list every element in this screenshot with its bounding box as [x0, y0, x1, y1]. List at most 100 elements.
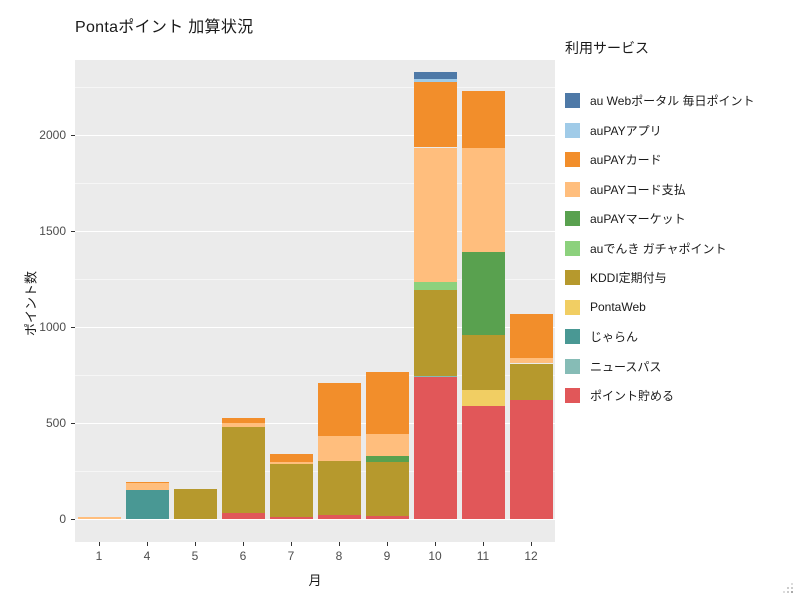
resize-grip[interactable]: [791, 591, 793, 593]
x-tick-mark: [435, 542, 436, 546]
legend-item: auPAYコード支払: [565, 175, 795, 205]
gridline-major: [75, 231, 555, 232]
y-tick-label: 1000: [39, 320, 66, 334]
bar-segment[interactable]: [173, 489, 217, 519]
gridline-minor: [75, 279, 555, 280]
y-tick-label: 1500: [39, 224, 66, 238]
legend-label: KDDI定期付与: [590, 271, 667, 286]
bar-segment[interactable]: [509, 357, 553, 364]
x-tick-mark: [291, 542, 292, 546]
bar-segment[interactable]: [221, 513, 265, 519]
y-axis-label: ポイント数: [23, 271, 39, 337]
y-tick-mark: [71, 327, 75, 328]
bar-segment[interactable]: [269, 464, 313, 518]
y-tick-mark: [71, 423, 75, 424]
bar-segment[interactable]: [365, 516, 409, 519]
legend-item: auでんき ガチャポイント: [565, 234, 795, 264]
bar-segment[interactable]: [413, 375, 457, 377]
bar-segment[interactable]: [365, 462, 409, 517]
x-tick-label: 5: [191, 549, 199, 563]
y-tick-label: 2000: [39, 128, 66, 142]
gridline-major: [75, 423, 555, 424]
bar-segment[interactable]: [317, 436, 361, 462]
bar-segment[interactable]: [461, 252, 505, 335]
bar-segment[interactable]: [461, 390, 505, 406]
legend-item: ポイント貯める: [565, 381, 795, 411]
bar-segment[interactable]: [509, 363, 553, 400]
legend-item: ニュースパス: [565, 352, 795, 382]
bar-segment[interactable]: [413, 289, 457, 376]
legend-item: じゃらん: [565, 322, 795, 352]
legend-items: au Webポータル 毎日ポイント auPAYアプリ auPAYカード auPAYコー…: [565, 86, 795, 411]
y-tick-label: 0: [59, 512, 66, 526]
bar-segment[interactable]: [413, 79, 457, 83]
x-tick-mark: [243, 542, 244, 546]
bar-segment[interactable]: [509, 313, 553, 358]
bar-segment[interactable]: [317, 515, 361, 519]
bar-segment[interactable]: [125, 481, 169, 484]
legend-item: auPAYマーケット: [565, 204, 795, 234]
bar-segment[interactable]: [77, 517, 121, 519]
bar-segment[interactable]: [461, 148, 505, 253]
x-tick-mark: [387, 542, 388, 546]
legend-label: au Webポータル 毎日ポイント: [590, 94, 755, 109]
bar-segment[interactable]: [269, 453, 313, 463]
x-tick-label: 12: [524, 549, 538, 563]
bar-segment[interactable]: [317, 382, 361, 437]
x-tick-mark: [99, 542, 100, 546]
bar-segment[interactable]: [269, 462, 313, 465]
x-tick-label: 8: [335, 549, 343, 563]
gridline-major: [75, 519, 555, 520]
x-tick-mark: [531, 542, 532, 546]
legend-item: KDDI定期付与: [565, 263, 795, 293]
bar-segment[interactable]: [317, 461, 361, 516]
bar-segment[interactable]: [221, 423, 265, 427]
plot-panel: [75, 60, 555, 542]
x-tick-label: 11: [476, 549, 490, 563]
legend: 利用サービス au Webポータル 毎日ポイント auPAYアプリ auPAYカード…: [565, 38, 795, 411]
legend-title: 利用サービス: [565, 40, 649, 56]
gridline-major: [75, 327, 555, 328]
bar-segment[interactable]: [461, 90, 505, 149]
legend-item: PontaWeb: [565, 293, 795, 323]
gridline-minor: [75, 183, 555, 184]
bar-segment[interactable]: [365, 455, 409, 463]
bar-segment[interactable]: [125, 490, 169, 519]
bar-segment[interactable]: [365, 433, 409, 456]
legend-label: auPAYマーケット: [590, 212, 686, 227]
y-tick-mark: [71, 231, 75, 232]
bar-segment[interactable]: [365, 372, 409, 434]
legend-swatch: [565, 211, 580, 227]
chart-title: Pontaポイント 加算状況: [75, 19, 254, 36]
bar-segment[interactable]: [221, 426, 265, 514]
y-tick-mark: [71, 519, 75, 520]
gridline-major: [75, 135, 555, 136]
bar-segment[interactable]: [125, 483, 169, 491]
legend-label: auPAYコード支払: [590, 182, 686, 197]
x-tick-mark: [147, 542, 148, 546]
legend-item: auPAYカード: [565, 145, 795, 175]
legend-item: auPAYアプリ: [565, 116, 795, 146]
bar-segment[interactable]: [509, 399, 553, 519]
bar-segment[interactable]: [413, 82, 457, 148]
bar-segment[interactable]: [221, 418, 265, 423]
y-tick-label: 500: [45, 416, 66, 430]
bar-segment[interactable]: [461, 405, 505, 519]
x-tick-label: 1: [95, 549, 103, 563]
legend-swatch: [565, 152, 580, 168]
bar-segment[interactable]: [413, 71, 457, 80]
bar-segment[interactable]: [413, 147, 457, 282]
bar-segment[interactable]: [413, 376, 457, 519]
gridline-minor: [75, 87, 555, 88]
gridline-minor: [75, 375, 555, 376]
bar-segment[interactable]: [413, 281, 457, 290]
x-axis-label: 月: [308, 573, 322, 588]
legend-label: auでんき ガチャポイント: [590, 241, 727, 256]
legend-swatch: [565, 358, 580, 374]
legend-label: auPAYアプリ: [590, 123, 662, 138]
bar-segment[interactable]: [461, 334, 505, 391]
legend-swatch: [565, 388, 580, 404]
legend-swatch: [565, 299, 580, 315]
bar-segment[interactable]: [269, 517, 313, 519]
x-tick-label: 9: [383, 549, 391, 563]
